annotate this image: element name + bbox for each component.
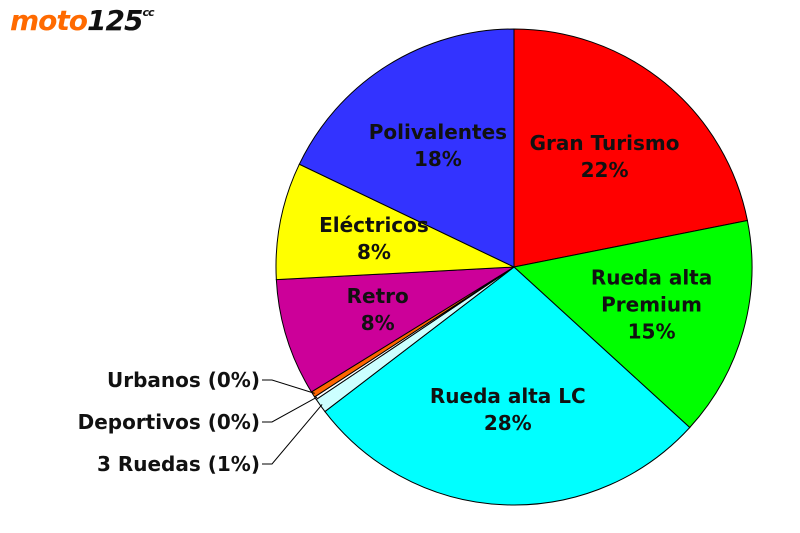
leader-line — [262, 379, 315, 394]
category-label: Deportivos — [77, 410, 201, 434]
pie-slice — [324, 266, 691, 506]
value-label: 8% — [356, 240, 391, 265]
value-label: (1%) — [207, 452, 260, 476]
category-label: Gran Turismo — [529, 130, 680, 155]
slice-label: Retro 8% — [347, 283, 409, 337]
logo-suffix: cc — [142, 6, 155, 19]
logo-text: moto — [10, 4, 88, 37]
slice-label: Polivalentes 18% — [369, 119, 507, 173]
slice-label: Eléctricos 8% — [319, 212, 429, 266]
pie-slice — [513, 28, 748, 268]
slice-label: Gran Turismo 22% — [530, 130, 680, 184]
value-label: (0%) — [207, 368, 260, 392]
pie-slice — [298, 28, 515, 268]
pie-slice — [275, 163, 515, 281]
category-label: Urbanos — [106, 368, 201, 392]
category-label: Rueda alta LC — [429, 383, 586, 408]
category-label: Polivalentes — [368, 120, 508, 145]
value-label: 18% — [413, 147, 462, 172]
pie-slice — [275, 266, 515, 393]
slice-label: Rueda alta LC 28% — [430, 383, 586, 437]
value-label: 8% — [360, 310, 395, 335]
value-label: 15% — [627, 319, 676, 344]
pie-slice — [512, 219, 753, 429]
slice-label: Urbanos (0%) — [107, 368, 260, 392]
slice-label: Deportivos (0%) — [78, 410, 260, 434]
value-label: 22% — [580, 157, 629, 182]
logo-number: 125 — [87, 4, 143, 37]
slice-label: 3 Ruedas (1%) — [97, 452, 260, 476]
leader-line — [262, 396, 318, 423]
slice-label: Rueda alta Premium 15% — [577, 265, 727, 346]
leader-line — [262, 404, 323, 465]
category-label: 3 Ruedas — [96, 452, 201, 476]
category-label: Retro — [346, 283, 409, 308]
category-label: Rueda alta Premium — [590, 265, 713, 317]
logo: moto125cc — [10, 4, 155, 37]
value-label: 28% — [483, 410, 532, 435]
category-label: Eléctricos — [319, 213, 429, 238]
value-label: (0%) — [207, 410, 260, 434]
